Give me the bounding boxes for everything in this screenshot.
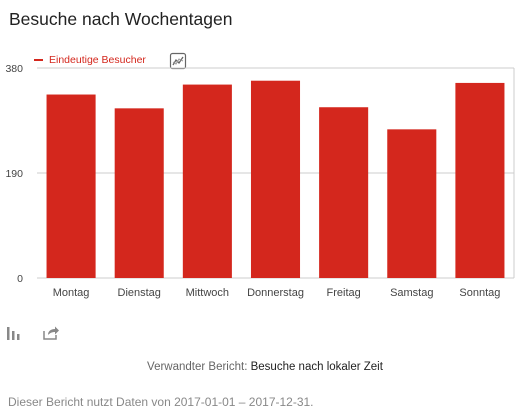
bar-samstag: [387, 129, 437, 278]
bar-chart: 0 190 380 Montag Dienstag Mittwoch Donnerstag F…: [5, 63, 515, 299]
bar-chart-icon[interactable]: [6, 325, 22, 341]
x-tick-label: Dienstag: [118, 287, 161, 299]
x-tick-label: Mittwoch: [186, 287, 229, 299]
x-tick-label: Freitag: [327, 287, 361, 299]
bar-dienstag: [114, 108, 164, 278]
bar-donnerstag: [250, 80, 301, 278]
bar-montag: [46, 94, 96, 278]
export-icon[interactable]: [42, 325, 60, 341]
x-tick-label: Donnerstag: [247, 287, 304, 299]
y-tick-label: 190: [5, 168, 23, 180]
y-tick-label: 380: [5, 63, 23, 75]
legend-label: Eindeutige Besucher: [49, 54, 146, 66]
x-tick-label: Sonntag: [459, 287, 500, 299]
y-tick-label: 0: [17, 273, 23, 285]
related-report-prefix: Verwandter Bericht:: [147, 361, 248, 373]
x-tick-label: Samstag: [390, 287, 433, 299]
related-report-link[interactable]: Besuche nach lokaler Zeit: [250, 361, 383, 373]
legend-swatch: [34, 59, 43, 61]
bar-sonntag: [455, 82, 505, 278]
legend-item-eindeutige-besucher[interactable]: Eindeutige Besucher: [34, 54, 146, 66]
related-report: Verwandter Bericht: Besuche nach lokaler…: [0, 361, 530, 373]
x-tick-label: Montag: [53, 287, 90, 299]
bar-mittwoch: [182, 84, 232, 278]
chart-title: Besuche nach Wochentagen: [9, 9, 233, 29]
bar-freitag: [319, 107, 369, 278]
date-range-note: Dieser Bericht nutzt Daten von 2017-01-0…: [8, 395, 314, 409]
